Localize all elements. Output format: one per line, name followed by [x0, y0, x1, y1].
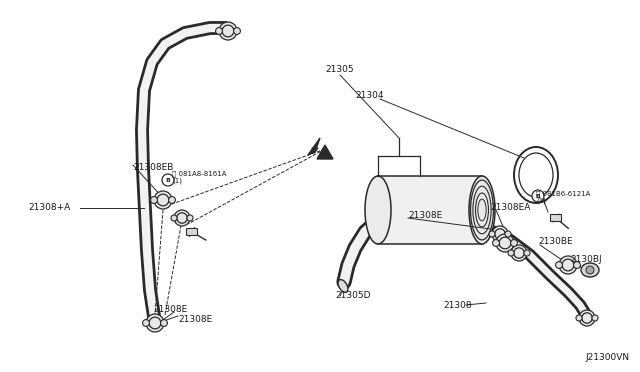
- Circle shape: [157, 194, 169, 206]
- Circle shape: [511, 240, 517, 246]
- Text: 21308E: 21308E: [178, 315, 212, 324]
- Ellipse shape: [365, 176, 391, 244]
- Circle shape: [582, 313, 592, 323]
- Circle shape: [150, 196, 157, 203]
- Circle shape: [559, 256, 577, 274]
- Circle shape: [234, 28, 241, 35]
- Text: 21308EB: 21308EB: [133, 163, 173, 171]
- FancyBboxPatch shape: [378, 176, 482, 244]
- Text: 21308EA: 21308EA: [490, 203, 531, 212]
- Text: B: B: [166, 177, 170, 183]
- Circle shape: [573, 262, 580, 269]
- Circle shape: [579, 310, 595, 326]
- Circle shape: [495, 229, 505, 239]
- Circle shape: [187, 215, 193, 221]
- Circle shape: [177, 213, 187, 223]
- Circle shape: [514, 248, 524, 258]
- Circle shape: [576, 315, 582, 321]
- Text: 21308: 21308: [443, 301, 472, 310]
- Circle shape: [219, 22, 237, 40]
- Circle shape: [489, 231, 495, 237]
- Circle shape: [149, 317, 161, 329]
- Circle shape: [171, 215, 177, 221]
- Circle shape: [168, 196, 175, 203]
- Text: 2130BJ: 2130BJ: [570, 256, 602, 264]
- Circle shape: [508, 250, 514, 256]
- Circle shape: [162, 174, 174, 186]
- Circle shape: [586, 266, 594, 274]
- Circle shape: [161, 320, 168, 326]
- Text: Ⓑ 081B6-6121A
(1): Ⓑ 081B6-6121A (1): [536, 190, 590, 204]
- Circle shape: [562, 259, 574, 271]
- Circle shape: [524, 250, 530, 256]
- Text: 21308+A: 21308+A: [28, 203, 70, 212]
- Text: 2130BE: 2130BE: [538, 237, 573, 247]
- Ellipse shape: [581, 263, 599, 277]
- Text: 21305: 21305: [326, 65, 355, 74]
- Ellipse shape: [338, 280, 348, 292]
- Text: 21305D: 21305D: [335, 291, 371, 299]
- Circle shape: [496, 234, 514, 252]
- Text: J21300VN: J21300VN: [586, 353, 630, 362]
- Circle shape: [154, 191, 172, 209]
- Polygon shape: [308, 138, 320, 155]
- Text: Ⓑ 081A8-8161A
(1): Ⓑ 081A8-8161A (1): [172, 170, 227, 184]
- Circle shape: [532, 190, 544, 202]
- Circle shape: [492, 226, 508, 242]
- Text: B: B: [536, 193, 540, 199]
- Circle shape: [174, 210, 190, 226]
- Circle shape: [499, 237, 511, 249]
- Circle shape: [216, 28, 223, 35]
- Circle shape: [511, 245, 527, 261]
- Text: 21308E: 21308E: [408, 211, 442, 219]
- Circle shape: [143, 320, 149, 326]
- Text: 21304: 21304: [355, 92, 383, 100]
- Circle shape: [592, 315, 598, 321]
- FancyBboxPatch shape: [186, 228, 198, 235]
- Circle shape: [222, 25, 234, 37]
- Circle shape: [493, 240, 499, 246]
- FancyBboxPatch shape: [550, 215, 561, 221]
- Circle shape: [505, 231, 511, 237]
- Circle shape: [556, 262, 563, 269]
- Circle shape: [146, 314, 164, 332]
- Ellipse shape: [469, 176, 495, 244]
- Polygon shape: [317, 145, 333, 159]
- Text: 21308E: 21308E: [153, 305, 188, 314]
